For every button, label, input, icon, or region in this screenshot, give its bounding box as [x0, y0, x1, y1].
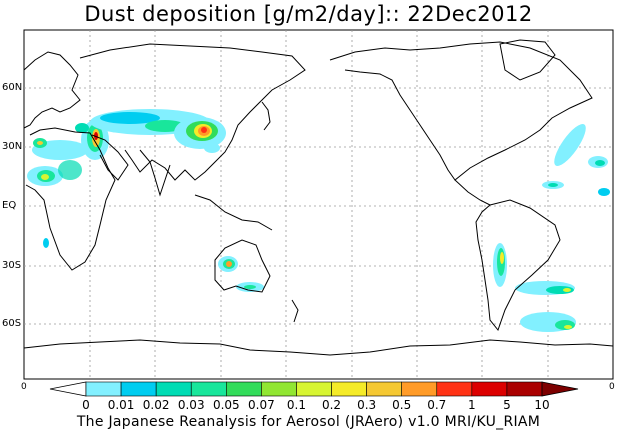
colorbar-swatch [85, 381, 122, 397]
central-america-coastline [454, 179, 491, 206]
colorbar-tick-label: 0.07 [248, 398, 275, 412]
colorbar-tick-label: 1 [468, 398, 476, 412]
colorbar-swatch [331, 381, 367, 397]
colorbar-swatch [226, 381, 262, 397]
lat-label-30s: 30S [2, 260, 22, 271]
australia-coastline [214, 239, 271, 293]
colorbar-tick-label: 0.1 [287, 398, 306, 412]
colorbar-tick-label: 10 [534, 398, 549, 412]
colorbar-swatch [401, 381, 438, 397]
edge-label-right: 0 [609, 382, 615, 392]
colorbar-left-triangle [49, 381, 87, 397]
lat-label-eq: EQ [2, 200, 17, 211]
antarctica-coastline [23, 339, 614, 356]
colorbar-swatch [261, 381, 297, 397]
north-america-coastline [329, 41, 593, 181]
colorbar-labels: 0 0.01 0.02 0.03 0.05 0.07 0.1 0.2 0.3 0.5 0.7 1 5 10 [82, 398, 549, 412]
colorbar-tick-label: 0 [82, 398, 90, 412]
asia-coastline [79, 43, 306, 181]
lat-label-60n: 60N [2, 82, 23, 93]
colorbar-right-triangle [541, 381, 579, 397]
colorbar-tick-label: 0.3 [357, 398, 376, 412]
colorbar-swatch [506, 381, 543, 397]
se-asia-islands [194, 194, 273, 231]
dust-deposition-field [27, 109, 610, 332]
colorbar-tick-label: 0.02 [143, 398, 170, 412]
colorbar-tick-label: 0.5 [392, 398, 411, 412]
colorbar-tick-label: 0.05 [213, 398, 240, 412]
europe-coastline [23, 51, 81, 129]
colorbar-swatch [366, 381, 402, 397]
colorbar-swatch [296, 381, 332, 397]
edge-label-left: 0 [21, 382, 27, 392]
colorbar-swatch [436, 381, 473, 397]
new-zealand-coastline [291, 299, 299, 323]
credit-line: The Japanese Reanalysis for Aerosol (JRA… [76, 414, 541, 430]
colorbar-tick-label: 0.2 [322, 398, 341, 412]
japan-coastline [261, 101, 271, 131]
colorbar-tick-label: 0.01 [108, 398, 135, 412]
south-america-coastline [475, 199, 561, 332]
colorbar-swatches [49, 381, 579, 397]
colorbar-tick-label: 5 [503, 398, 511, 412]
lat-label-30n: 30N [2, 141, 23, 152]
africa-coastline [25, 127, 116, 271]
colorbar-swatch [155, 381, 192, 397]
colorbar-swatch [471, 381, 508, 397]
colorbar-tick-label: 0.03 [178, 398, 205, 412]
greenland-coastline [499, 39, 556, 81]
colorbar-swatch [190, 381, 227, 397]
india-coastline [139, 149, 171, 197]
arabia-coastline [91, 134, 129, 181]
colorbar-swatch [120, 381, 157, 397]
coastlines [23, 39, 614, 356]
map-title: Dust deposition [g/m2/day]:: 22Dec2012 [84, 2, 533, 26]
colorbar-tick-label: 0.7 [427, 398, 446, 412]
lat-label-60s: 60S [2, 318, 22, 329]
